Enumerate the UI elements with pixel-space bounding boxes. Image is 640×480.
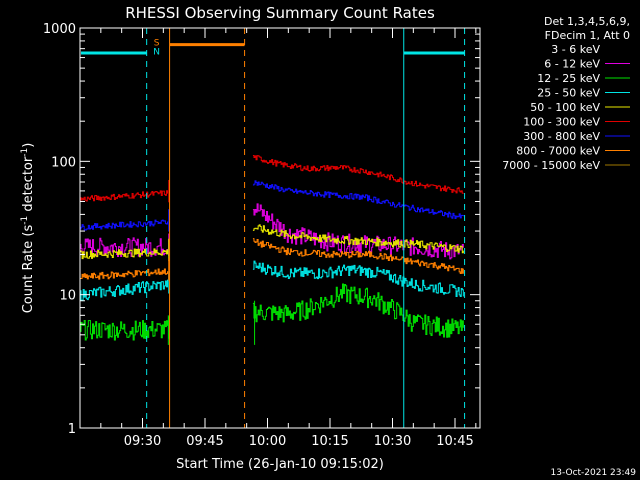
series-trace-before-gap xyxy=(80,319,168,341)
y-label-part: Count Rate (s xyxy=(21,225,36,314)
series-300-800-kev xyxy=(80,180,464,232)
legend-entry-label: 100 - 300 keV xyxy=(523,116,600,129)
plot-frame xyxy=(79,27,481,429)
y-axis-label: Count Rate (s-1 detector-1) xyxy=(20,143,36,314)
series-trace-before-gap xyxy=(80,219,168,231)
chart-title: RHESSI Observing Summary Count Rates xyxy=(125,4,435,22)
x-tick-label: 10:30 xyxy=(374,434,411,449)
y-tick-label: 100 xyxy=(51,155,76,170)
x-axis: 09:30 09:45 10:00 10:15 10:30 10:45 xyxy=(100,28,477,449)
y-axis: 1 10 100 1000 xyxy=(43,22,480,437)
plot-area: SN xyxy=(79,28,466,428)
legend-entry-label: 50 - 100 keV xyxy=(530,101,600,114)
generated-timestamp: 13-Oct-2021 23:49 xyxy=(551,468,637,478)
series-trace-after-gap xyxy=(252,260,464,298)
x-tick-label: 10:00 xyxy=(249,434,286,449)
y-tick-label: 1 xyxy=(68,422,76,437)
y-label-part: detector xyxy=(21,156,36,216)
series-50-100-kev xyxy=(80,224,464,262)
x-tick-label: 09:30 xyxy=(124,434,161,449)
legend-entry-label: 25 - 50 keV xyxy=(537,87,600,100)
legend-entry-label: 6 - 12 keV xyxy=(544,58,600,71)
x-tick-label: 10:45 xyxy=(436,434,473,449)
x-tick-label: 10:15 xyxy=(311,434,348,449)
legend: Det 1,3,4,5,6,9, FDecim 1, Att 0 3 - 6 k… xyxy=(502,15,630,172)
series-trace-after-gap xyxy=(252,283,464,338)
series-trace-after-gap xyxy=(252,238,464,275)
series-trace-before-gap xyxy=(80,268,168,280)
legend-header-line: Det 1,3,4,5,6,9, xyxy=(544,15,630,28)
series-100-300-kev xyxy=(80,155,464,203)
x-tick-label: 09:45 xyxy=(186,434,223,449)
legend-entry-label: 7000 - 15000 keV xyxy=(502,159,600,172)
legend-entry-label: 800 - 7000 keV xyxy=(516,145,600,158)
y-label-part: ) xyxy=(21,143,36,148)
series-trace-after-gap xyxy=(252,180,464,220)
series-800-7000-kev xyxy=(80,238,464,281)
y-label-sup: -1 xyxy=(20,216,30,225)
y-tick-label: 1000 xyxy=(43,22,76,37)
series-trace-before-gap xyxy=(80,279,168,301)
legend-entry-label: 300 - 800 keV xyxy=(523,130,600,143)
legend-entry-label: 12 - 25 keV xyxy=(537,72,600,85)
y-tick-label: 10 xyxy=(59,289,76,304)
night-label: N xyxy=(153,48,160,58)
y-label-sup: -1 xyxy=(20,148,30,157)
legend-entry-label: 3 - 6 keV xyxy=(551,43,600,56)
legend-header-line: FDecim 1, Att 0 xyxy=(545,29,630,42)
series-trace-after-gap xyxy=(252,213,464,242)
saa-label: S xyxy=(154,39,160,49)
series-trace-before-gap xyxy=(80,248,168,260)
series-trace-before-gap xyxy=(80,190,168,202)
x-axis-label: Start Time (26-Jan-10 09:15:02) xyxy=(176,457,384,472)
series-trace-after-gap xyxy=(252,155,464,194)
series-trace-after-gap xyxy=(252,224,464,254)
